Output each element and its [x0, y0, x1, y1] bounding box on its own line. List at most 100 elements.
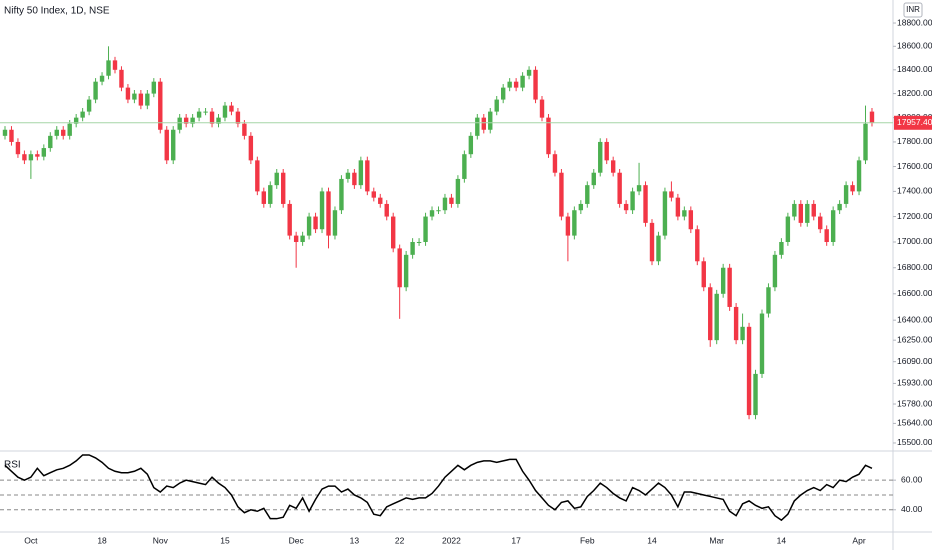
candle-body	[494, 99, 499, 112]
y-tick-label: 16250.00	[897, 334, 932, 344]
candle-body	[830, 210, 836, 242]
candle-body	[552, 154, 558, 173]
y-tick-label: 17400.00	[897, 186, 932, 196]
x-tick-label: Nov	[153, 535, 169, 545]
candle-body	[48, 135, 53, 149]
rsi-tick-label: 60.00	[901, 474, 923, 484]
candle-body	[669, 191, 674, 198]
x-tick-label: 17	[511, 535, 521, 545]
candle-body	[268, 185, 273, 204]
candle-body	[67, 123, 72, 136]
candle-body	[785, 216, 791, 242]
candle-body	[145, 93, 150, 106]
candle-body	[617, 172, 622, 204]
last-price-box	[894, 115, 932, 130]
candle-body	[513, 81, 519, 88]
candle-body	[468, 135, 474, 155]
y-tick-label: 18600.00	[897, 41, 932, 51]
candle-body	[171, 129, 176, 161]
candle-body	[805, 203, 810, 223]
y-tick-label: 15500.00	[897, 437, 932, 447]
candle-body	[358, 160, 364, 186]
candle-body	[720, 267, 726, 294]
candle-body	[229, 105, 234, 112]
candle-body	[112, 60, 118, 70]
x-tick-label: 15	[220, 535, 230, 545]
y-tick-label: 18200.00	[897, 88, 932, 98]
candle-body	[80, 111, 85, 118]
candle-body	[520, 75, 525, 88]
rsi-line	[4, 454, 873, 522]
rsi-pane	[4, 454, 873, 522]
candle-body	[455, 178, 461, 204]
last-price-label: 17957.40	[897, 117, 932, 127]
candle-body	[86, 99, 92, 112]
candle-body	[306, 216, 312, 236]
candle-body	[281, 172, 286, 204]
candle-body	[675, 197, 681, 217]
candle-body	[319, 191, 325, 230]
candle-body	[856, 160, 862, 192]
candle-body	[604, 141, 609, 161]
chart-title: Nifty 50 Index, 1D, NSE	[4, 6, 110, 17]
rsi-label: RSI	[4, 460, 21, 471]
candle-body	[429, 210, 435, 217]
candle-body	[158, 81, 163, 130]
candle-body	[287, 203, 292, 236]
candle-body	[746, 326, 752, 416]
candle-body	[507, 81, 512, 88]
candle-body	[365, 160, 370, 192]
candle-body	[410, 241, 415, 255]
x-tick-label: Dec	[289, 535, 305, 545]
y-tick-label: 15930.00	[897, 378, 932, 388]
candle-body	[559, 172, 564, 217]
candle-body	[378, 197, 383, 204]
candle-body	[190, 117, 195, 124]
candle-body	[416, 241, 422, 243]
candle-body	[772, 254, 778, 288]
candle-body	[662, 191, 668, 236]
candle-body	[261, 191, 266, 204]
candle-body	[9, 129, 14, 142]
candle-body	[863, 123, 868, 161]
candle-body	[242, 123, 247, 136]
candle-body	[345, 172, 351, 179]
candle-body	[546, 117, 551, 155]
candle-body	[442, 197, 448, 211]
candle-body	[436, 210, 441, 212]
candle-body	[578, 203, 584, 211]
candle-body	[41, 148, 47, 157]
candle-body	[61, 129, 66, 136]
candle-body	[714, 293, 719, 341]
candle-body	[384, 203, 389, 217]
candle-body	[649, 222, 655, 262]
y-tick-label: 16800.00	[897, 262, 932, 272]
candle-body	[837, 203, 842, 211]
y-tick-label: 15640.00	[897, 418, 932, 428]
candle-body	[850, 185, 855, 192]
candle-body	[843, 185, 849, 204]
candle-body	[28, 154, 34, 161]
candle-body	[235, 111, 241, 124]
candle-body	[792, 203, 797, 217]
candle-body	[585, 185, 590, 204]
candle-body	[332, 210, 338, 236]
x-tick-label: 14	[647, 535, 657, 545]
y-tick-label: 16600.00	[897, 288, 932, 298]
candle-body	[397, 248, 402, 288]
candle-body	[811, 203, 816, 217]
candle-body	[449, 197, 454, 204]
candle-body	[15, 141, 21, 155]
x-tick-label: Apr	[852, 535, 865, 545]
candle-body	[695, 229, 700, 262]
candle-body	[488, 111, 493, 130]
x-tick-label: Oct	[24, 535, 38, 545]
candle-body	[326, 191, 331, 236]
candle-body	[423, 216, 428, 242]
candle-body	[138, 93, 144, 106]
candle-body	[727, 267, 732, 307]
candle-body	[572, 210, 577, 236]
x-tick-label: Feb	[580, 535, 595, 545]
